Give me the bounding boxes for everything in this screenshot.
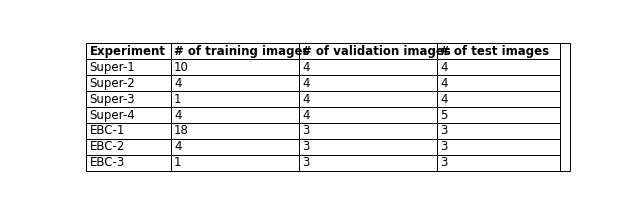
Text: 18: 18 bbox=[174, 125, 189, 138]
Bar bbox=[437, 59, 561, 75]
Bar bbox=[299, 155, 437, 171]
Bar bbox=[299, 75, 437, 91]
Text: 5: 5 bbox=[440, 109, 448, 122]
Bar bbox=[171, 75, 299, 91]
Bar bbox=[437, 139, 561, 155]
Text: 4: 4 bbox=[303, 61, 310, 74]
Bar bbox=[86, 43, 171, 59]
Text: 3: 3 bbox=[303, 140, 310, 153]
Text: EBC-1: EBC-1 bbox=[90, 125, 125, 138]
Bar bbox=[299, 59, 437, 75]
Text: 4: 4 bbox=[303, 77, 310, 90]
Bar bbox=[299, 91, 437, 107]
Bar bbox=[437, 43, 561, 59]
Text: EBC-2: EBC-2 bbox=[90, 140, 125, 153]
Bar bbox=[86, 75, 171, 91]
Text: Super-2: Super-2 bbox=[90, 77, 135, 90]
Text: 3: 3 bbox=[303, 156, 310, 169]
Bar bbox=[171, 107, 299, 123]
Bar bbox=[171, 91, 299, 107]
Text: 4: 4 bbox=[440, 93, 448, 106]
Text: 3: 3 bbox=[440, 156, 448, 169]
Text: 4: 4 bbox=[174, 77, 182, 90]
Bar bbox=[299, 43, 437, 59]
Text: Experiment: Experiment bbox=[90, 45, 165, 58]
Bar bbox=[299, 107, 437, 123]
Bar bbox=[171, 155, 299, 171]
Text: 4: 4 bbox=[440, 61, 448, 74]
Text: 4: 4 bbox=[440, 77, 448, 90]
Bar bbox=[86, 123, 171, 139]
Bar bbox=[86, 43, 570, 171]
Text: Super-1: Super-1 bbox=[90, 61, 135, 74]
Bar bbox=[86, 107, 171, 123]
Bar bbox=[171, 139, 299, 155]
Text: 4: 4 bbox=[303, 93, 310, 106]
Text: # of training images: # of training images bbox=[174, 45, 310, 58]
Text: # of test images: # of test images bbox=[440, 45, 550, 58]
Bar bbox=[437, 107, 561, 123]
Bar bbox=[299, 139, 437, 155]
Bar bbox=[86, 155, 171, 171]
Text: 10: 10 bbox=[174, 61, 189, 74]
Text: 4: 4 bbox=[303, 109, 310, 122]
Bar bbox=[86, 139, 171, 155]
Text: 1: 1 bbox=[174, 93, 182, 106]
Text: 1: 1 bbox=[174, 156, 182, 169]
Bar bbox=[437, 155, 561, 171]
Text: 3: 3 bbox=[440, 125, 448, 138]
Text: # of validation images: # of validation images bbox=[303, 45, 451, 58]
Bar bbox=[171, 123, 299, 139]
Bar bbox=[171, 59, 299, 75]
Text: 3: 3 bbox=[303, 125, 310, 138]
Text: 3: 3 bbox=[440, 140, 448, 153]
Bar bbox=[437, 91, 561, 107]
Bar bbox=[171, 43, 299, 59]
Bar bbox=[437, 75, 561, 91]
Bar bbox=[86, 59, 171, 75]
Bar bbox=[437, 123, 561, 139]
Text: 4: 4 bbox=[174, 109, 182, 122]
Bar bbox=[86, 91, 171, 107]
Text: Super-4: Super-4 bbox=[90, 109, 135, 122]
Text: 4: 4 bbox=[174, 140, 182, 153]
Text: EBC-3: EBC-3 bbox=[90, 156, 125, 169]
Text: Super-3: Super-3 bbox=[90, 93, 135, 106]
Bar bbox=[299, 123, 437, 139]
